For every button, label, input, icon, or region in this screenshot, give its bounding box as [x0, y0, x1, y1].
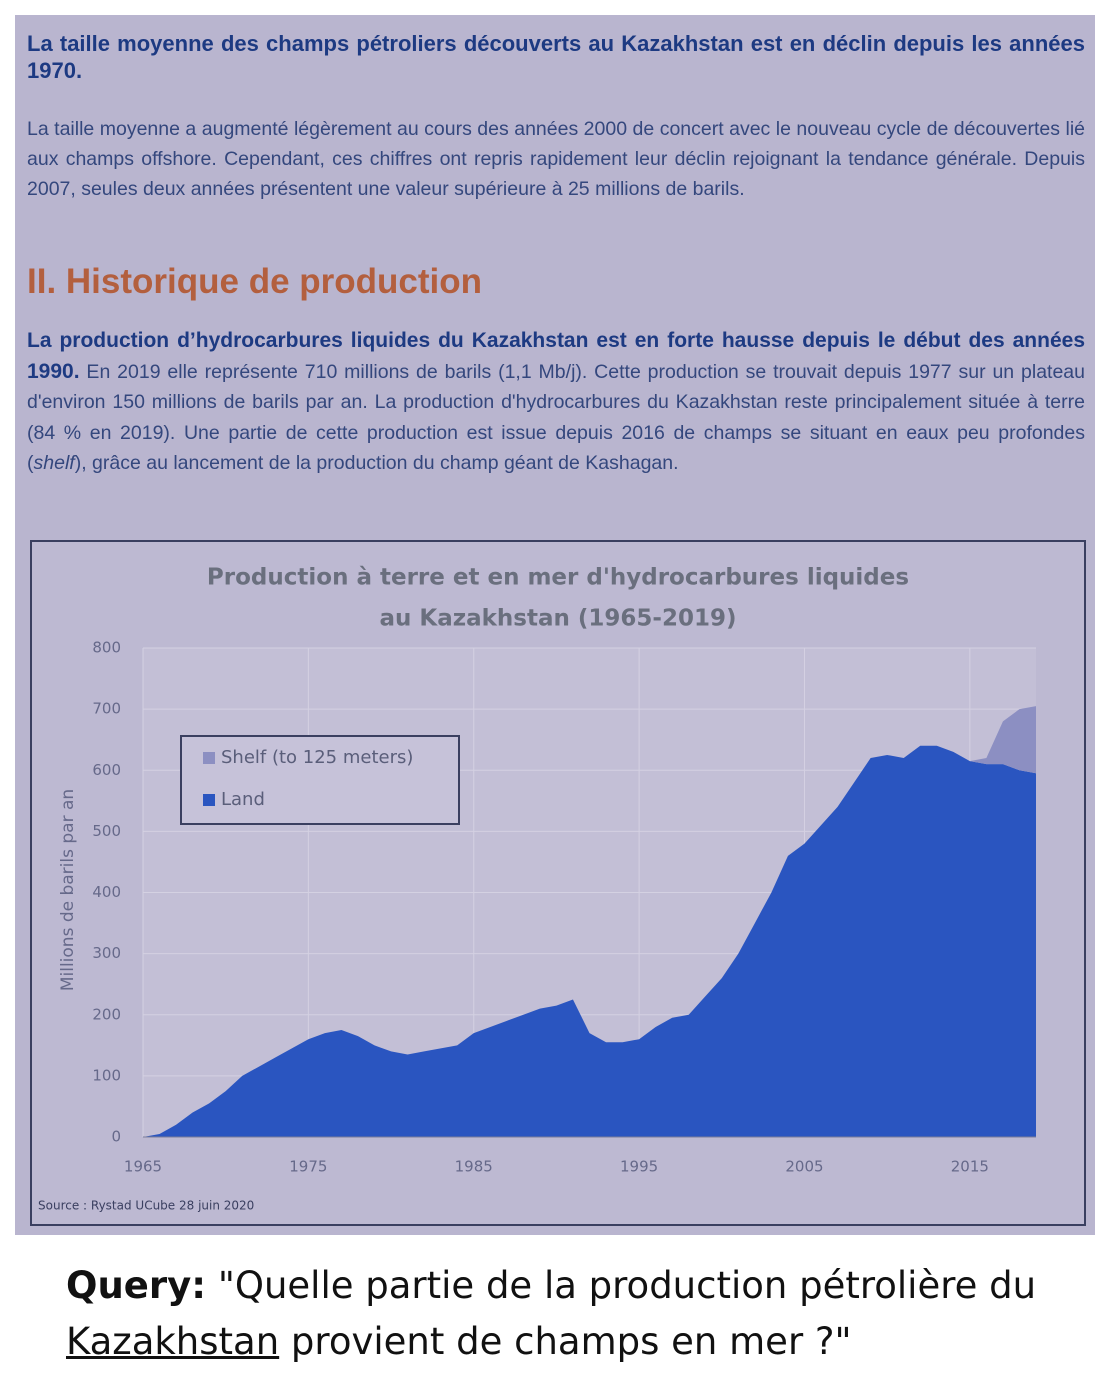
y-tick-label: 800: [92, 639, 121, 657]
chart-title: au Kazakhstan (1965-2019): [379, 606, 736, 632]
y-tick-label: 400: [92, 883, 121, 901]
x-tick-label: 1985: [455, 1158, 493, 1176]
query-text: provient de champs en mer ?": [279, 1320, 852, 1363]
x-tick-label: 2015: [951, 1158, 989, 1176]
heading: La taille moyenne des champs pétroliers …: [27, 31, 1085, 83]
query-label: Query:: [66, 1264, 207, 1307]
paragraph: La taille moyenne a augmenté légèrement …: [27, 118, 1085, 200]
y-tick-label: 500: [92, 822, 121, 840]
text: En 2019 elle représente 710 millions de …: [27, 360, 1085, 475]
area: [143, 745, 1036, 1137]
legend-swatch: [203, 794, 215, 806]
x-tick-label: 1995: [620, 1158, 658, 1176]
legend-label: Shelf (to 125 meters): [221, 747, 413, 768]
query-underlined: Kazakhstan: [66, 1320, 280, 1363]
lead: La production d’hydrocarbures liquides d…: [27, 329, 1085, 383]
x-tick-label: 2005: [785, 1158, 823, 1176]
italic: shelf: [33, 452, 75, 474]
query: Query: "Quelle partie de la production p…: [66, 1258, 1076, 1370]
x-tick-label: 1975: [289, 1158, 327, 1176]
paragraph: La production d’hydrocarbures liquides d…: [27, 326, 1085, 479]
x-tick-label: 1965: [124, 1158, 162, 1176]
y-axis-label: Millions de barils par an: [58, 789, 78, 991]
section-heading: II. Historique de production: [27, 262, 482, 301]
y-tick-label: 100: [92, 1066, 121, 1084]
y-tick-label: 300: [92, 944, 121, 962]
y-tick-label: 0: [111, 1128, 121, 1146]
y-tick-label: 200: [92, 1005, 121, 1023]
chart: Production à terre et en mer d'hydrocarb…: [30, 540, 1086, 1226]
text: ), grâce au lancement de la production d…: [74, 452, 679, 474]
legend-swatch: [203, 752, 215, 764]
y-tick-label: 600: [92, 761, 121, 779]
chart-title: Production à terre et en mer d'hydrocarb…: [207, 565, 909, 591]
y-tick-label: 700: [92, 700, 121, 718]
query-text: "Quelle partie de la production pétroliè…: [206, 1264, 1037, 1307]
legend-box: [180, 735, 460, 825]
legend-label: Land: [221, 789, 265, 810]
source: Source : Rystad UCube 28 juin 2020: [38, 1199, 254, 1213]
